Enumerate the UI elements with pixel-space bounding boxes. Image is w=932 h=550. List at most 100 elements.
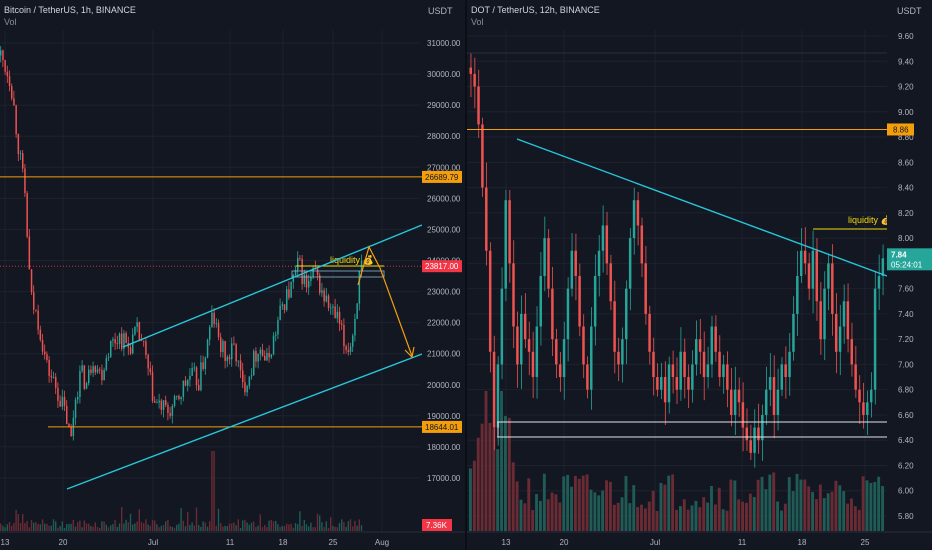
dot-candle-body [551,288,554,340]
btc-candle-body [50,375,53,378]
dot-volume-bar [737,499,741,531]
btc-candle-body [233,343,235,345]
btc-volume-bar [35,522,37,531]
btc-volume-bar [360,525,363,531]
btc-candle-body [41,339,44,352]
dot-x-tick: 11 [738,538,747,547]
dot-volume-bar [519,499,523,531]
btc-candle-body [63,397,66,406]
btc-volume-bar [202,521,204,531]
dot-volume-bar [558,502,562,531]
btc-candle-body [288,289,290,298]
btc-volume-bar [103,521,105,531]
dot-volume-bar [760,476,764,531]
dot-volume-bar [612,504,616,531]
dot-volume-bar [830,491,834,531]
dot-candle-body [586,364,589,390]
btc-volume-bar [30,520,33,531]
btc-candle-body [68,423,70,428]
dot-candle-body [582,326,585,365]
dot-x-tick: Jul [650,538,660,547]
dot-volume-bar [550,492,554,531]
dot-volume-bar [515,481,519,531]
btc-volume-bar [63,527,66,531]
dot-chart-svg[interactable]: liquidity 💰 9.60 9.40 9.20 9.00 8.80 8.60 8.40 8… [467,0,932,550]
btc-candle-body [239,360,242,371]
btc-volume-bar [330,517,332,531]
btc-y-tick: 31000.00 [427,39,461,48]
dot-candle-body [768,377,772,390]
dot-candle-body [555,339,558,365]
btc-channel-lower [66,353,423,490]
btc-volume-bar [297,524,299,531]
dot-volume-bar [725,510,729,531]
btc-volume-bar [22,514,24,531]
btc-volume-tag [422,519,452,531]
btc-chart-panel[interactable]: liquidity 💰 31000.00 30000.00 29000.00 28000… [0,0,465,550]
btc-volume-bar [59,526,61,531]
dot-x-tick: 13 [502,538,511,547]
btc-volume-bar [233,522,235,531]
dot-volume-bar [667,475,671,531]
btc-volume-bar [68,523,70,531]
btc-candle-body [61,397,64,407]
btc-candle-body [35,309,37,311]
btc-volume-bar [352,526,354,531]
btc-candle-body [332,306,334,308]
btc-volume-bar [88,523,90,531]
btc-volume-bar [151,519,154,531]
dot-volume-bar [682,499,686,531]
dot-candle-body [648,313,651,352]
dot-volume-bar [507,417,511,531]
panel-divider[interactable] [465,0,467,550]
btc-volume-bar [343,522,345,531]
dot-candle-body [702,351,706,378]
dot-volume-bar [834,480,838,531]
btc-volume-bar [308,526,310,531]
dot-volume-bar [795,473,799,531]
dot-volume-bar [546,499,550,531]
dot-volume-bar [815,499,818,531]
dot-volume-bar [713,504,717,531]
dot-volume-bar [873,481,877,531]
dot-candle-body [854,364,857,390]
btc-volume-bar [235,525,237,531]
dot-candle-body [558,364,562,378]
btc-volume-bar [74,526,77,531]
btc-candle-body [215,323,218,325]
dot-volume-bar [869,482,873,531]
btc-volume-bar [246,522,248,531]
btc-volume-bar [191,522,193,531]
btc-volume-bar [127,522,129,531]
dot-candle-body [562,339,566,378]
dot-x-tick: 18 [798,538,807,547]
dot-volume-bar [756,479,760,531]
btc-volume-bar [118,523,121,531]
btc-candle-body [156,402,158,404]
dot-candle-body [512,263,515,327]
dot-candle-body [640,225,644,264]
btc-candle-body [334,306,336,319]
dot-volume-bar [476,437,480,531]
dot-candle-body [869,389,873,403]
btc-volume-bar [332,525,334,531]
dot-volume-bar [850,498,853,531]
btc-volume-bar [356,525,358,531]
btc-volume-bar [211,451,213,531]
dot-volume-bar [647,501,651,531]
btc-candle-body [83,365,86,389]
btc-volume-bar [292,527,294,531]
dot-candle-body [500,288,504,365]
dot-chart-panel[interactable]: liquidity 💰 9.60 9.40 9.20 9.00 8.80 8.60 8.40 8… [467,0,932,550]
btc-volume-bar [341,519,343,531]
btc-projection-arrow [379,267,413,357]
btc-chart-svg[interactable]: liquidity 💰 31000.00 30000.00 29000.00 28000… [0,0,465,550]
btc-candle-body [134,326,136,335]
btc-volume-bar [195,507,198,531]
dot-candle-body [683,351,686,378]
btc-candle-body [33,292,35,310]
btc-candle-body [154,400,156,403]
dot-y-tick: 6.80 [898,386,914,395]
btc-candle-body [242,370,244,383]
btc-volume-bar [19,523,22,531]
